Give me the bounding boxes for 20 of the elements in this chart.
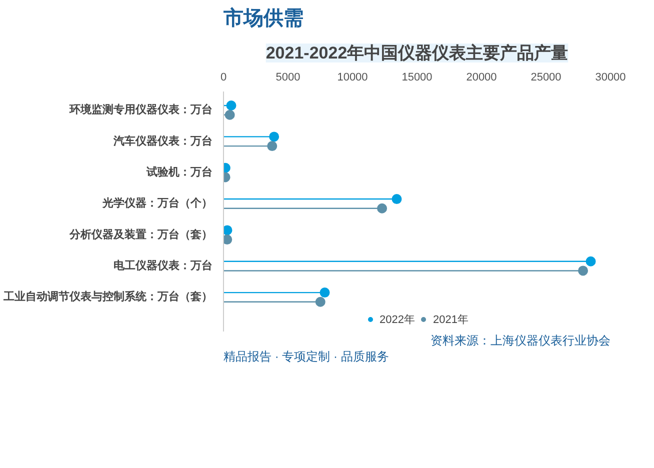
- y-tick-label: 汽车仪器仪表：万台: [112, 134, 212, 148]
- x-tick-label: 30000: [595, 72, 626, 84]
- x-tick-label: 20000: [466, 72, 497, 84]
- y-tick-label: 分析仪器及装置：万台（套）: [68, 228, 212, 241]
- y-tick-label: 工业自动调节仪表与控制系统：万台（套）: [2, 290, 212, 304]
- text: 资料来源：上海仪器仪表行业协会: [430, 334, 610, 348]
- x-tick-label: 5000: [276, 72, 300, 84]
- y-tick-label: 试验机：万台: [146, 166, 212, 179]
- x-tick-label: 25000: [530, 72, 562, 84]
- x-tick-label: 15000: [402, 72, 432, 84]
- y-tick-label: 环境监测专用仪器仪表：万台: [68, 103, 212, 116]
- y-tick-label: 光学仪器：万台（个）: [102, 196, 212, 210]
- legend-label: 2021年: [433, 312, 468, 326]
- y-tick-label: 电工仪器仪表：万台: [114, 259, 212, 272]
- x-tick-label: 10000: [337, 72, 368, 84]
- legend-label: 2022年: [380, 312, 415, 326]
- text: 精品报告 · 专项定制 · 品质服务: [224, 350, 389, 364]
- chart-title: 2021-2022年中国仪器仪表主要产品产量: [266, 44, 568, 62]
- x-tick-label: 0: [220, 72, 227, 84]
- text: 市场供需: [222, 6, 304, 30]
